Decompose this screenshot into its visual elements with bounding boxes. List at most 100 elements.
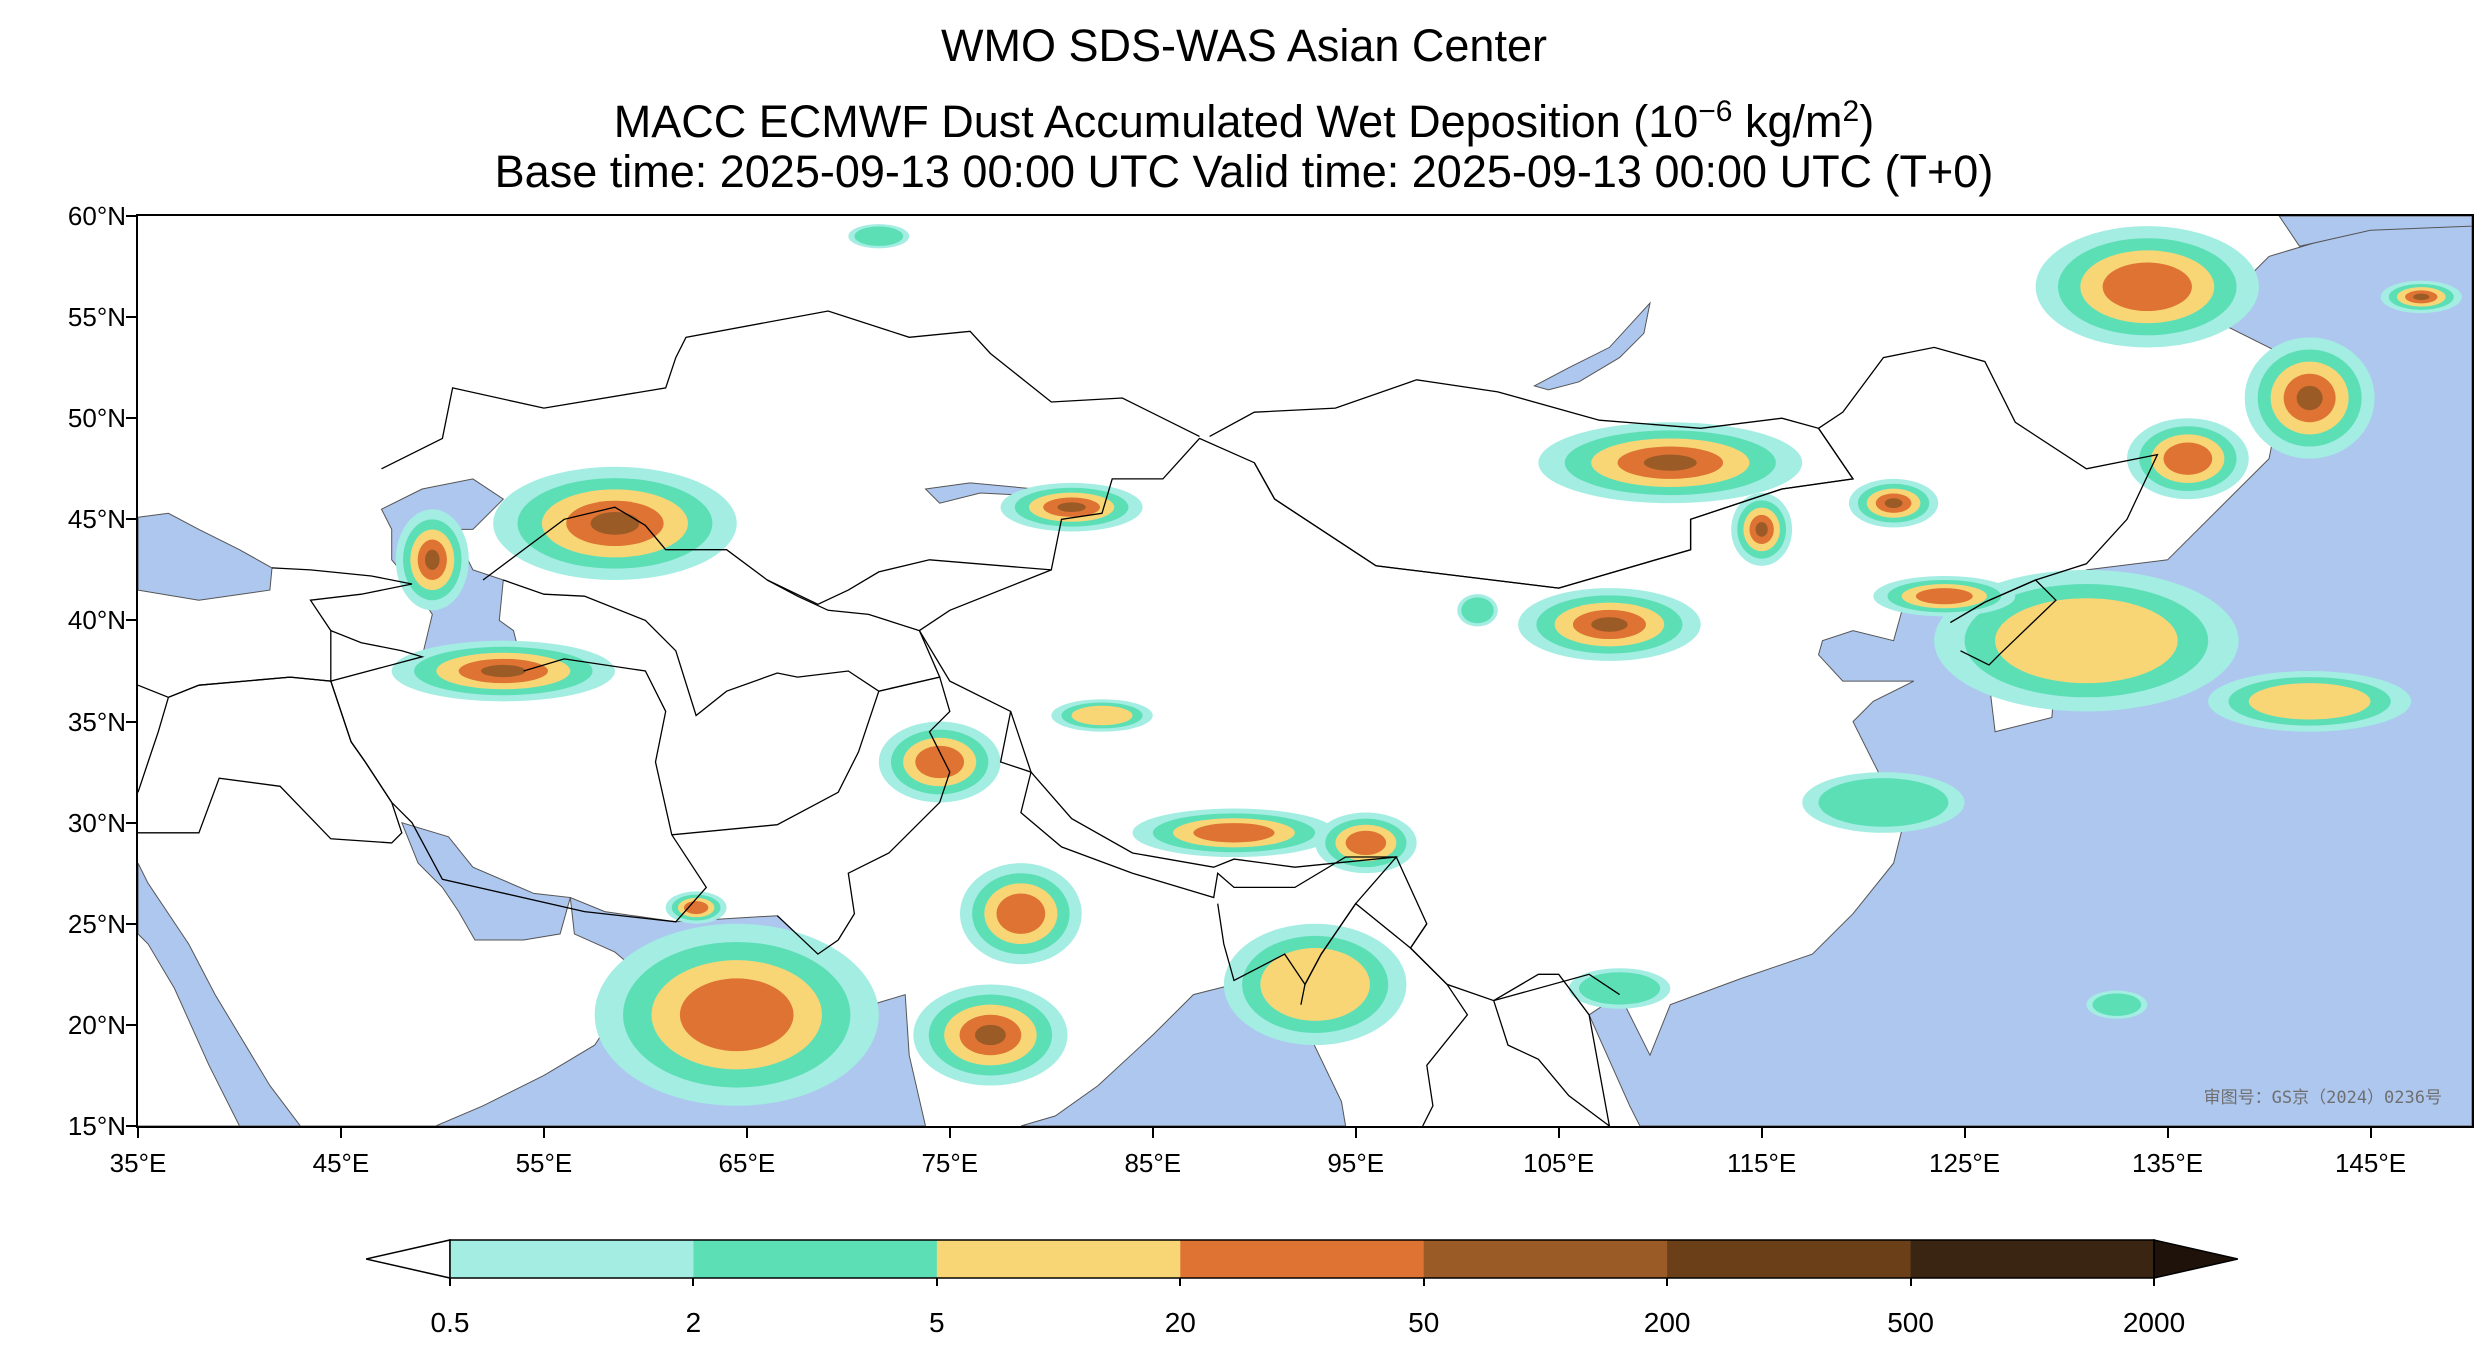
turkey-caucasus [138, 567, 413, 698]
sea-of-okhotsk-north [2278, 216, 2472, 247]
lon-tick-mark [1557, 1128, 1560, 1138]
central-asia [503, 579, 941, 717]
colorbar-segment [1667, 1240, 1912, 1278]
lon-tick-mark [2369, 1128, 2372, 1138]
lon-tick-label: 75°E [921, 1148, 979, 1178]
deposition-level-3 [1915, 588, 1973, 605]
colorbar-tick [1422, 1278, 1425, 1286]
deposition-south-china-sea [2086, 990, 2148, 1019]
colorbar-level-label: 500 [1887, 1307, 1934, 1338]
lon-tick-label: 145°E [2334, 1148, 2407, 1178]
lat-tick-mark [126, 922, 136, 925]
lat-tick-label: 15°N [67, 1111, 126, 1141]
deposition-level-3 [679, 978, 794, 1052]
deposition-level-2 [1995, 598, 2178, 684]
deposition-level-4 [1755, 522, 1768, 537]
lon-tick-label: 45°E [312, 1148, 370, 1178]
lat-tick-mark [126, 316, 136, 319]
black-sea [138, 512, 273, 601]
deposition-level-2 [2248, 683, 2371, 720]
colorbar-tick [449, 1278, 451, 1286]
chart-subtitle: MACC ECMWF Dust Accumulated Wet Depositi… [0, 86, 2488, 148]
deposition-level-1 [1461, 597, 1494, 624]
pacific-ocean [1588, 216, 2472, 1126]
deposition-level-3 [996, 893, 1046, 934]
colorbar-over-arrow [2153, 1239, 2239, 1279]
colorbar-tick [2153, 1278, 2155, 1286]
deposition-level-4 [2413, 293, 2430, 301]
lon-tick-label: 35°E [109, 1148, 167, 1178]
lat-tick-mark [126, 215, 136, 217]
lat-tick-label: 20°N [67, 1009, 126, 1040]
deposition-tarim-south [1051, 699, 1153, 732]
deposition-sakhalin [2244, 337, 2375, 459]
colorbar-segment [1180, 1240, 1425, 1278]
colorbar-level-label: 50 [1408, 1307, 1440, 1338]
colorbar-segment [936, 1240, 1181, 1278]
lon-tick-mark [745, 1128, 748, 1138]
persian-gulf [400, 821, 571, 941]
deposition-level-1 [1578, 972, 1661, 1005]
deposition-level-4 [1591, 617, 1628, 632]
deposition-caspian-east [395, 509, 469, 611]
deposition-level-4 [590, 512, 640, 535]
lon-tick-label: 95°E [1327, 1148, 1385, 1178]
deposition-east-china-sea [1802, 772, 1965, 833]
lon-tick-mark [137, 1128, 139, 1138]
deposition-philippine-sea [2208, 671, 2412, 732]
deposition-level-4 [1884, 498, 1903, 509]
deposition-korea-japan-sea [1934, 569, 2239, 712]
deposition-arabian-sea-east [913, 984, 1068, 1086]
deposition-level-4 [480, 664, 526, 678]
arabia [138, 676, 403, 844]
colorbar-bar [365, 1239, 2239, 1279]
deposition-level-3 [1193, 823, 1275, 843]
lon-tick-label: 135°E [2132, 1148, 2204, 1178]
colorbar-tick [935, 1278, 938, 1286]
deposition-level-4 [1057, 502, 1086, 513]
country-borders [138, 310, 2159, 1126]
lat-tick-label: 60°N [67, 201, 126, 231]
red-sea [138, 862, 302, 1126]
subtitle-exponent: −6 [1698, 95, 1733, 128]
subtitle-unit: kg/m [1732, 96, 1843, 147]
colorbar-tick [1179, 1278, 1182, 1286]
deposition-hainan-gulf [1568, 968, 1671, 1009]
subtitle-unit-exponent: 2 [1842, 95, 1860, 128]
korea-border [1950, 579, 2057, 666]
lat-tick-mark [126, 1023, 136, 1026]
deposition-kamchatka-west [2380, 280, 2462, 314]
deposition-nepal-gangetic [1132, 808, 1336, 858]
deposition-level-3 [2163, 442, 2213, 475]
colorbar-segment [450, 1240, 694, 1278]
afghan-pakistan [671, 676, 951, 955]
colorbar-tick [692, 1278, 695, 1286]
colorbar-tick [1909, 1278, 1912, 1286]
deposition-level-4 [1643, 454, 1697, 471]
lat-tick-label: 45°N [67, 504, 126, 535]
colorbar-level-label: 5 [929, 1307, 945, 1338]
time-info: Base time: 2025-09-13 00:00 UTC Valid ti… [494, 146, 1994, 197]
colorbar-segment [1423, 1240, 1668, 1278]
lake-baikal [1532, 301, 1651, 391]
lon-tick-mark [1760, 1128, 1763, 1138]
chart-title: WMO SDS-WAS Asian Center [941, 20, 1547, 71]
lat-tick-mark [126, 720, 136, 723]
deposition-inner-mongolia-east [1731, 493, 1793, 566]
deposition-arabian-sea-west [594, 923, 879, 1106]
lat-tick-label: 25°N [67, 908, 126, 939]
colorbar-level-label: 0.5 [430, 1307, 470, 1338]
deposition-level-2 [1260, 948, 1370, 1021]
deposition-level-1 [2092, 993, 2142, 1016]
map-panel[interactable]: 审图号：GS京（2024）0236号 [136, 214, 2474, 1128]
lat-tick-label: 55°N [67, 302, 126, 333]
iran-border [329, 629, 708, 923]
deposition-okhotsk-north [2035, 226, 2259, 348]
deposition-india-central [959, 863, 1082, 965]
deposition-level-4 [424, 549, 440, 570]
deposition-amur [2126, 418, 2249, 500]
subtitle-suffix: ) [1859, 96, 1875, 147]
deposition-level-1 [1818, 778, 1949, 827]
kazakhstan-south [482, 506, 1052, 606]
lon-tick-label: 85°E [1124, 1148, 1182, 1178]
